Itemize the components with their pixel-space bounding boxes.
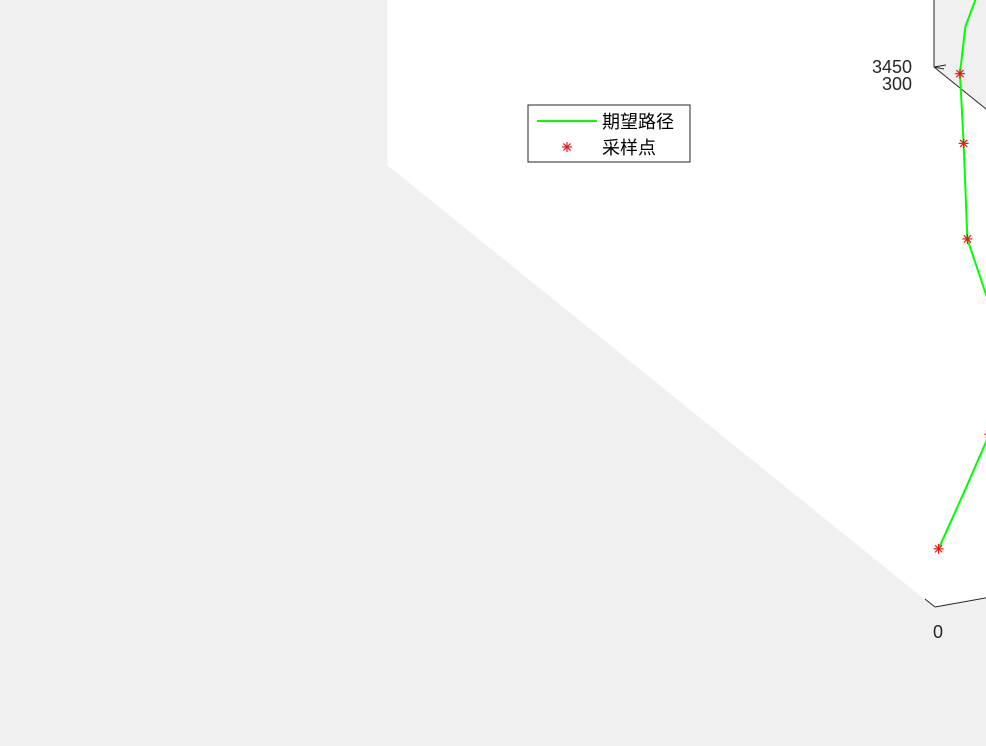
sample-point-marker	[933, 543, 944, 554]
z-tick	[933, 66, 945, 70]
legend-label-path: 期望路径	[602, 112, 674, 133]
x-tick-label: 0	[933, 622, 943, 642]
x-tick	[924, 598, 936, 608]
sample-point-marker	[954, 68, 965, 79]
axis-tick-labels: -500-400-300-200-10000100200300345035003…	[872, 57, 943, 642]
legend[interactable]: 期望路径 采样点	[527, 104, 691, 163]
plot-area	[933, 0, 986, 554]
y-tick	[933, 64, 947, 68]
sample-point-marker	[962, 233, 973, 244]
z-tick-label: 3450	[872, 57, 912, 77]
axes-back-panes	[386, 0, 986, 609]
axis-ticks	[924, 64, 947, 608]
axes-pane	[387, 0, 936, 609]
y-tick-label: 300	[882, 74, 912, 94]
legend-marker-sample	[562, 142, 572, 152]
sample-point-marker	[958, 138, 969, 149]
legend-label-samples: 采样点	[602, 138, 656, 159]
legend-box	[527, 104, 691, 163]
